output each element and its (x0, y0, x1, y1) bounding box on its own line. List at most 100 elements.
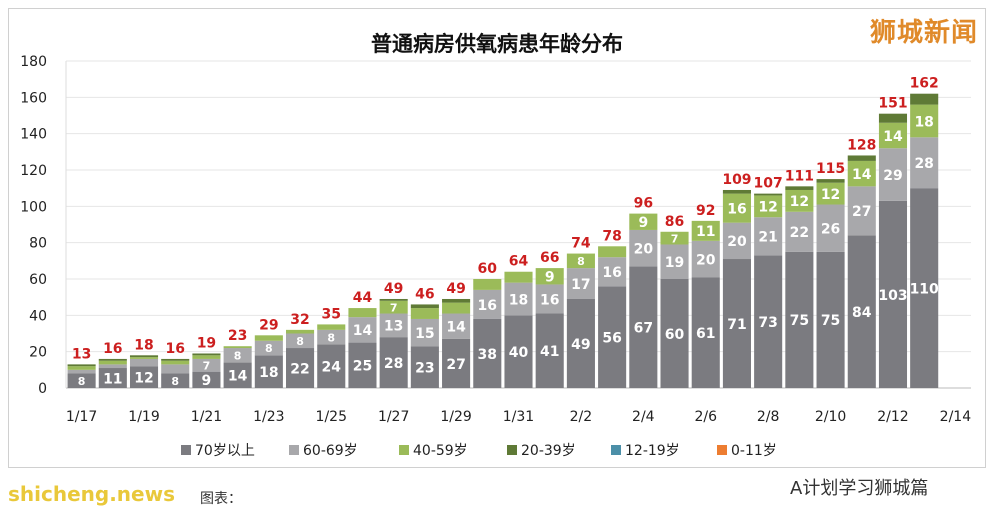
bar-segment-20-39 (878, 113, 908, 123)
bar-segment-40-59 (98, 360, 127, 365)
bar-segment-40-59 (785, 189, 814, 212)
data-label: 11 (103, 371, 122, 387)
data-label: 25 (353, 359, 372, 375)
bar-segment-60-69 (566, 268, 595, 299)
data-label: 9 (545, 270, 555, 286)
total-label: 151 (878, 96, 907, 112)
data-label: 103 (878, 288, 907, 304)
total-label: 44 (353, 290, 373, 306)
data-label: 56 (602, 330, 621, 346)
bar-segment-70+ (910, 188, 939, 388)
data-label: 110 (910, 281, 939, 297)
account-name: A计划学习狮城篇 (790, 478, 929, 499)
data-label: 18 (509, 292, 528, 308)
total-label: 29 (259, 317, 278, 333)
bar-segment-20-39 (129, 355, 159, 358)
data-label: 60 (665, 327, 685, 343)
data-label: 9 (638, 215, 648, 231)
bar-segment-60-69 (878, 148, 908, 201)
bar-segment-60-69 (785, 211, 814, 252)
legend-swatch-12-19 (611, 445, 621, 455)
bar-segment-20-39 (816, 179, 845, 183)
bar-segment-40-59 (691, 220, 720, 241)
x-tick-label: 1/31 (503, 409, 534, 425)
bar-segment-40-59 (816, 182, 845, 205)
total-label: 35 (322, 306, 341, 322)
bar-segment-70+ (192, 371, 221, 388)
bar-segment-70+ (410, 346, 439, 388)
data-label: 8 (296, 335, 304, 348)
bar-segment-60-69 (67, 369, 96, 374)
x-tick-label: 2/2 (570, 409, 593, 425)
y-tick-label: 0 (38, 381, 47, 397)
bar-segment-70+ (286, 348, 315, 388)
bar-segment-70+ (442, 338, 471, 388)
bar-segment-20-39 (67, 364, 96, 367)
data-label: 73 (758, 315, 777, 331)
data-label: 84 (852, 305, 872, 321)
total-label: 16 (165, 341, 184, 357)
total-label: 16 (103, 341, 122, 357)
bar-segment-60-69 (286, 333, 315, 349)
data-label: 14 (446, 320, 466, 336)
data-label: 16 (727, 201, 746, 217)
x-tick-label: 2/6 (694, 409, 717, 425)
data-label: 14 (852, 167, 872, 183)
bar-segment-40-59 (348, 308, 377, 318)
bar-segment-70+ (504, 315, 533, 388)
bar-segment-60-69 (410, 318, 439, 347)
total-label: 64 (509, 254, 529, 270)
bar-segment-40-59 (598, 246, 627, 258)
bar-segment-60-69 (223, 348, 252, 363)
data-label: 28 (914, 156, 933, 172)
total-label: 49 (446, 281, 465, 297)
bar-segment-70+ (535, 313, 564, 388)
y-tick-label: 60 (29, 272, 47, 288)
bar-segment-60-69 (629, 229, 658, 267)
bar-segment-40-59 (504, 271, 533, 283)
y-tick-label: 80 (29, 236, 47, 252)
bar-segment-20-39 (410, 304, 439, 309)
data-label: 38 (478, 347, 497, 363)
total-label: 18 (134, 337, 153, 353)
x-tick-label: 2/10 (815, 409, 846, 425)
bar-segment-20-39 (192, 353, 221, 356)
bar-segment-40-59 (161, 360, 190, 365)
data-label: 8 (234, 349, 242, 362)
bar-segment-70+ (816, 251, 845, 388)
legend-label: 40-59岁 (413, 443, 468, 459)
data-label: 8 (327, 331, 335, 344)
bar-segment-40-59 (317, 324, 346, 330)
bar-segment-60-69 (847, 186, 876, 236)
data-label: 29 (883, 168, 902, 184)
data-label: 67 (634, 320, 653, 336)
x-tick-label: 1/19 (128, 409, 159, 425)
bar-segment-40-59 (878, 122, 908, 149)
total-label: 86 (665, 214, 684, 230)
bar-segment-70+ (847, 235, 876, 388)
data-label: 28 (384, 356, 403, 372)
bar-segment-60-69 (504, 282, 533, 316)
bar-segment-70+ (629, 266, 658, 388)
bar-segment-60-69 (598, 257, 627, 287)
data-label: 26 (821, 221, 840, 237)
data-label: 12 (758, 200, 777, 216)
data-label: 7 (671, 232, 679, 245)
bar-segment-40-59 (379, 300, 408, 314)
data-label: 8 (171, 375, 179, 388)
x-tick-label: 1/21 (191, 409, 222, 425)
chart-frame: 普通病房供氧病患年龄分布 0 20 40 60 80 100 120 140 160 180 8 13 1… (8, 8, 986, 468)
bar-segment-70+ (161, 373, 190, 388)
caption: 图表： (200, 491, 242, 507)
data-label: 24 (322, 360, 342, 376)
bar-segment-20-39 (722, 189, 751, 194)
x-tick-label: 2/4 (632, 409, 655, 425)
data-label: 40 (509, 345, 529, 361)
data-label: 17 (571, 277, 590, 293)
data-label: 27 (852, 204, 871, 220)
total-label: 19 (197, 335, 216, 351)
bar-segment-70+ (566, 298, 595, 388)
y-tick-label: 20 (29, 345, 47, 361)
data-label: 19 (665, 255, 684, 271)
legend-swatch-0-11 (717, 445, 727, 455)
